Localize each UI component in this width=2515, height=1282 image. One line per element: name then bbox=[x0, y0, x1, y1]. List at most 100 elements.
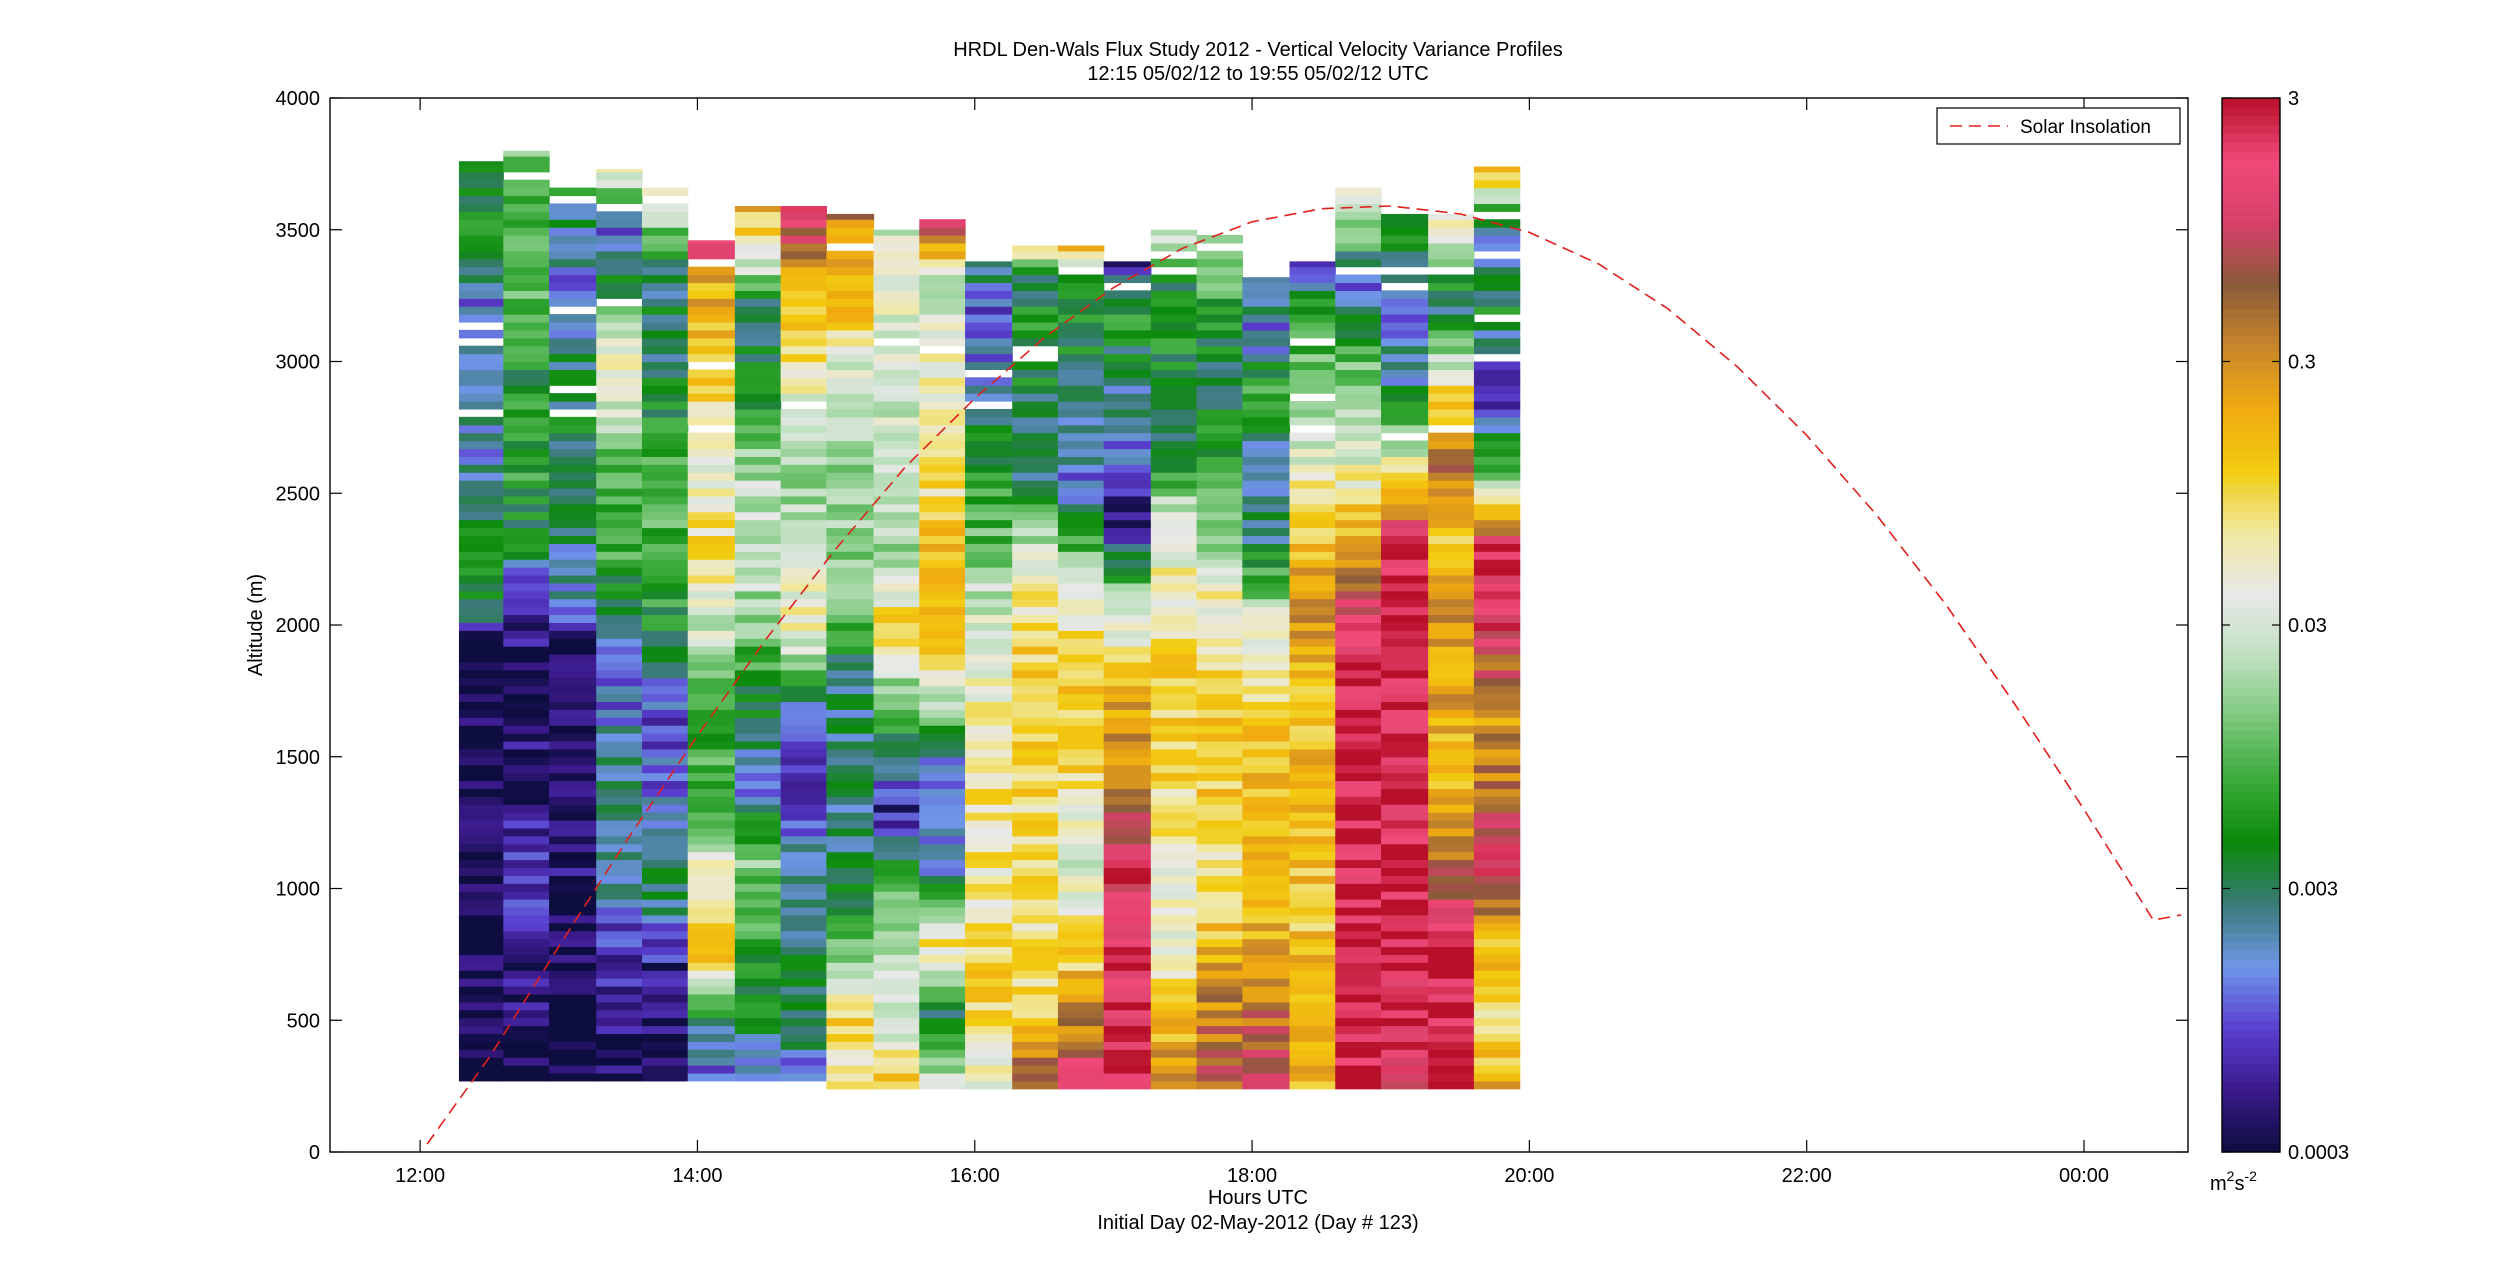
heatmap-cell bbox=[1242, 653, 1291, 663]
heatmap-cell bbox=[826, 780, 875, 789]
heatmap-cell bbox=[780, 456, 827, 465]
heatmap-cell bbox=[873, 1017, 920, 1027]
heatmap-cell bbox=[965, 930, 1013, 940]
heatmap-cell bbox=[1381, 970, 1429, 979]
heatmap-cell bbox=[1381, 306, 1429, 315]
heatmap-cell bbox=[503, 827, 550, 837]
heatmap-cell bbox=[965, 851, 1013, 861]
heatmap-cell bbox=[1381, 653, 1429, 663]
heatmap-cell bbox=[919, 290, 966, 299]
heatmap-cell bbox=[780, 235, 827, 244]
heatmap-cell bbox=[826, 416, 875, 426]
heatmap-cell bbox=[734, 314, 782, 323]
heatmap-cell bbox=[1289, 282, 1336, 291]
heatmap-cell bbox=[641, 519, 689, 529]
heatmap-cell bbox=[1473, 274, 1521, 284]
heatmap-cell bbox=[826, 567, 875, 576]
heatmap-cell bbox=[919, 377, 966, 386]
heatmap-cell bbox=[1196, 282, 1243, 291]
heatmap-cell bbox=[458, 954, 504, 963]
heatmap-cell bbox=[503, 432, 550, 442]
heatmap-cell bbox=[1242, 764, 1291, 774]
heatmap-cell bbox=[641, 527, 689, 537]
heatmap-cell bbox=[458, 361, 504, 370]
heatmap-cell bbox=[1012, 993, 1059, 1003]
heatmap-cell bbox=[826, 487, 875, 497]
heatmap-cell bbox=[734, 487, 782, 497]
heatmap-cell bbox=[965, 1080, 1013, 1090]
heatmap-cell bbox=[549, 1049, 597, 1058]
heatmap-cell bbox=[919, 1001, 966, 1011]
heatmap-cell bbox=[826, 946, 875, 955]
colorbar-swatch bbox=[2222, 98, 2280, 108]
heatmap-cell bbox=[1196, 456, 1243, 465]
heatmap-cell bbox=[503, 1065, 550, 1074]
heatmap-cell bbox=[1103, 764, 1152, 774]
heatmap-cell bbox=[1381, 519, 1429, 529]
heatmap-cell bbox=[1381, 788, 1429, 797]
heatmap-cell bbox=[780, 843, 827, 853]
heatmap-cell bbox=[1289, 819, 1336, 829]
heatmap-cell bbox=[1473, 195, 1521, 204]
heatmap-cell bbox=[965, 314, 1013, 323]
heatmap-cell bbox=[1289, 574, 1336, 584]
profile-column bbox=[503, 150, 550, 1082]
heatmap-cell bbox=[826, 1001, 875, 1011]
heatmap-cell bbox=[1428, 867, 1475, 876]
heatmap-cell bbox=[1196, 590, 1243, 600]
heatmap-cell bbox=[1103, 369, 1152, 378]
heatmap-cell bbox=[1012, 986, 1059, 995]
heatmap-cell bbox=[1196, 1072, 1243, 1082]
heatmap-cell bbox=[873, 567, 920, 576]
profile-column bbox=[1242, 277, 1291, 1090]
heatmap-cell bbox=[1196, 306, 1243, 315]
heatmap-cell bbox=[919, 796, 966, 805]
heatmap-cell bbox=[965, 1049, 1013, 1058]
heatmap-cell bbox=[1381, 1049, 1429, 1058]
heatmap-cell bbox=[1150, 946, 1198, 955]
heatmap-cell bbox=[1381, 930, 1429, 940]
heatmap-cell bbox=[1381, 661, 1429, 671]
heatmap-cell bbox=[1103, 788, 1152, 797]
heatmap-cell bbox=[596, 543, 643, 552]
heatmap-cell bbox=[780, 258, 827, 268]
heatmap-cell bbox=[503, 495, 550, 505]
colorbar-swatch bbox=[2222, 747, 2280, 758]
heatmap-cell bbox=[873, 535, 920, 544]
heatmap-cell bbox=[780, 535, 827, 544]
heatmap-cell bbox=[919, 725, 966, 734]
heatmap-cell bbox=[641, 693, 689, 703]
heatmap-cell bbox=[1057, 906, 1105, 916]
heatmap-cell bbox=[641, 946, 689, 955]
colorbar-swatch bbox=[2222, 563, 2280, 573]
heatmap-cell bbox=[458, 551, 504, 560]
heatmap-cell bbox=[641, 1065, 689, 1074]
heatmap-cell bbox=[596, 179, 643, 189]
heatmap-cell bbox=[596, 930, 643, 940]
heatmap-cell bbox=[1242, 393, 1291, 402]
heatmap-cell bbox=[1242, 1041, 1291, 1050]
heatmap-cell bbox=[549, 986, 597, 995]
heatmap-cell bbox=[1103, 1072, 1152, 1082]
heatmap-cell bbox=[1242, 369, 1291, 378]
heatmap-cell bbox=[1428, 843, 1475, 853]
heatmap-cell bbox=[1428, 258, 1475, 268]
heatmap-cell bbox=[549, 859, 597, 869]
heatmap-cell bbox=[596, 835, 643, 845]
heatmap-cell bbox=[1289, 377, 1336, 386]
heatmap-cell bbox=[1242, 337, 1291, 347]
heatmap-cell bbox=[687, 859, 736, 869]
heatmap-cell bbox=[1473, 235, 1521, 244]
heatmap-cell bbox=[919, 282, 966, 291]
heatmap-cell bbox=[826, 1065, 875, 1074]
heatmap-cell bbox=[1428, 669, 1475, 679]
heatmap-cell bbox=[1196, 978, 1243, 987]
heatmap-cell bbox=[1103, 851, 1152, 861]
heatmap-cell bbox=[1150, 511, 1198, 521]
heatmap-cell bbox=[641, 472, 689, 481]
heatmap-cell bbox=[826, 1080, 875, 1090]
heatmap-cell bbox=[780, 487, 827, 497]
heatmap-cell bbox=[687, 432, 736, 442]
heatmap-cell bbox=[1473, 582, 1521, 592]
heatmap-cell bbox=[641, 1072, 689, 1082]
